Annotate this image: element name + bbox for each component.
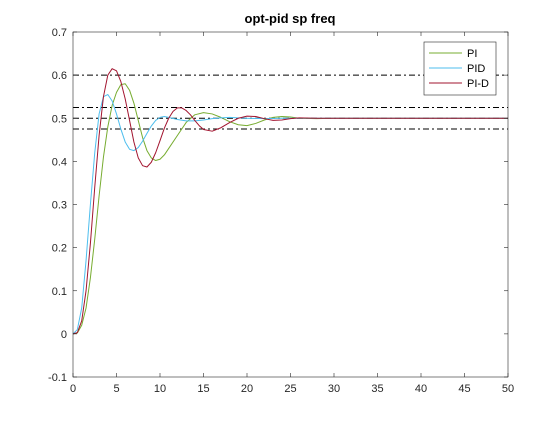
series-line-pi-d <box>72 68 508 335</box>
series-line-pi <box>72 83 508 335</box>
x-tick-label: 10 <box>154 383 166 395</box>
legend-label: PI-D <box>467 78 489 90</box>
x-axis: 0 5 10 15 20 25 30 35 40 45 50 <box>70 32 514 395</box>
y-tick-label: 0.5 <box>52 113 67 125</box>
y-tick-label: 0.6 <box>52 70 67 82</box>
chart-title: opt-pid sp freq <box>245 11 336 26</box>
y-tick-label: 0.2 <box>52 243 67 255</box>
x-tick-label: 25 <box>284 383 296 395</box>
x-tick-label: 45 <box>458 383 470 395</box>
x-tick-label: 50 <box>502 383 514 395</box>
x-tick-label: 35 <box>371 383 383 395</box>
legend: PI PID PI-D <box>423 41 497 96</box>
x-tick-label: 40 <box>415 383 427 395</box>
y-tick-label: 0.1 <box>52 286 67 298</box>
series-lines <box>72 68 508 335</box>
y-axis: -0.1 0 0.1 0.2 0.3 0.4 0.5 0.6 0.7 <box>48 27 508 384</box>
legend-label: PI <box>467 48 477 60</box>
x-tick-label: 30 <box>328 383 340 395</box>
y-tick-label: 0.7 <box>52 27 67 39</box>
y-tick-label: -0.1 <box>48 372 67 384</box>
y-tick-label: 0.3 <box>52 200 67 212</box>
x-tick-label: 5 <box>113 383 119 395</box>
x-tick-label: 20 <box>241 383 253 395</box>
y-tick-label: 0.4 <box>52 156 67 168</box>
x-tick-label: 0 <box>70 383 76 395</box>
series-line-pid <box>72 94 508 335</box>
reference-lines <box>73 74 508 130</box>
legend-label: PID <box>467 63 485 75</box>
x-tick-label: 15 <box>197 383 209 395</box>
y-tick-label: 0 <box>61 329 67 341</box>
